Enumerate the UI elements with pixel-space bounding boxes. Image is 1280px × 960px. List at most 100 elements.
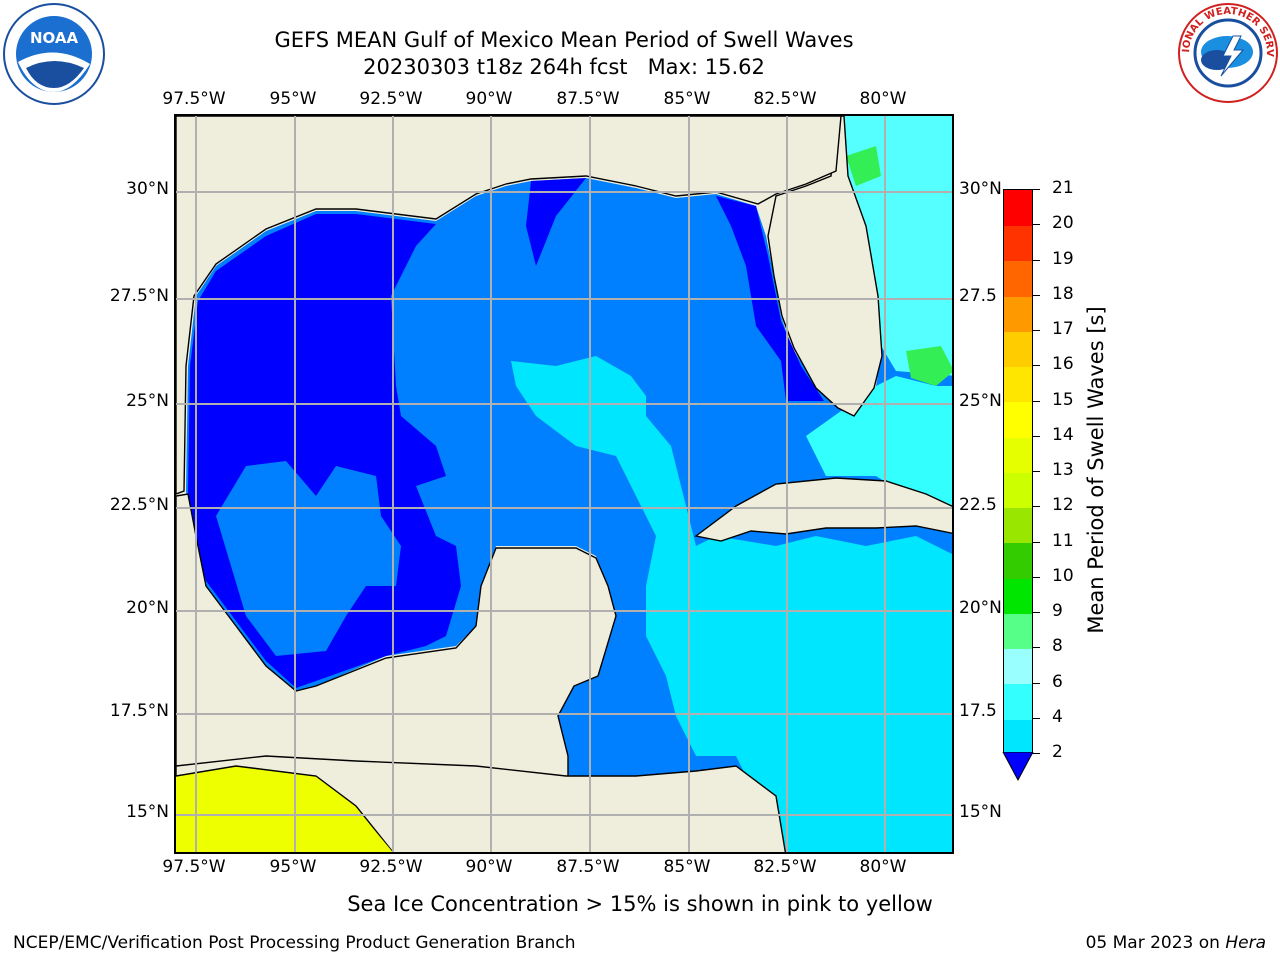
colorbar-segment	[1004, 577, 1032, 614]
colorbar-segment	[1004, 718, 1032, 752]
colorbar-tick-mark	[1032, 330, 1040, 331]
colorbar-tick-label: 2	[1052, 742, 1063, 762]
lat-tick-label: 27.5	[959, 286, 997, 306]
lat-tick-label: 15°N	[126, 802, 169, 822]
footer-producer: NCEP/EMC/Verification Post Processing Pr…	[13, 933, 576, 953]
lon-tick-label: 92.5°W	[359, 89, 423, 109]
lon-tick-label: 97.5°W	[162, 857, 226, 877]
swell-green-patch-2	[906, 346, 952, 386]
lat-tick-label: 22.5	[959, 495, 997, 515]
swell-cyan-straits	[806, 376, 952, 506]
colorbar-segment	[1004, 648, 1032, 685]
noaa-logo-text: NOAA	[30, 29, 79, 47]
sea-ice-note: Sea Ice Concentration > 15% is shown in …	[0, 891, 1280, 917]
nws-logo: NATIONAL WEATHER SERVICE	[1177, 2, 1278, 103]
colorbar-tick-mark	[1032, 435, 1040, 437]
low-period-east-gulf	[526, 178, 586, 266]
colorbar-tick-mark	[1032, 294, 1040, 296]
land-cuba	[694, 477, 952, 542]
colorbar-segment	[1004, 295, 1032, 332]
lon-tick-label: 85°W	[663, 857, 711, 877]
colorbar-title: Mean Period of Swell Waves [s]	[1084, 306, 1108, 634]
swell-cyan-atlantic	[844, 116, 952, 376]
colorbar-tick-label: 6	[1052, 671, 1063, 692]
colorbar-segment	[1004, 613, 1032, 649]
colorbar-segment	[1004, 436, 1032, 473]
lat-tick-label: 20°N	[959, 598, 1002, 618]
footer-date-text: 05 Mar 2023 on	[1085, 933, 1220, 953]
colorbar-tick-mark	[1032, 647, 1040, 649]
colorbar-tick-mark	[1032, 471, 1040, 472]
colorbar-tick-label: 13	[1052, 460, 1074, 480]
swell-cyan-central	[511, 356, 952, 852]
lon-tick-label: 82.5°W	[753, 857, 817, 877]
lon-tick-label: 80°W	[859, 857, 907, 877]
lat-tick-label: 30°N	[126, 179, 169, 199]
colorbar-tick-label: 9	[1052, 601, 1063, 621]
colorbar-segment	[1004, 366, 1032, 403]
colorbar-tick-mark	[1032, 753, 1040, 754]
map-panel	[174, 114, 954, 854]
colorbar-tick-label: 15	[1052, 389, 1074, 410]
lat-tick-label: 27.5°N	[109, 286, 169, 306]
lat-tick-label: 17.5	[959, 701, 997, 721]
colorbar-segment	[1004, 401, 1032, 438]
lon-tick-label: 87.5°W	[556, 89, 620, 109]
lon-tick-label: 92.5°W	[359, 857, 423, 877]
colorbar-segment	[1004, 507, 1032, 544]
footer-date: 05 Mar 2023 on Hera	[1086, 933, 1266, 953]
lon-tick-label: 97.5°W	[162, 89, 226, 109]
colorbar-tick-label: 10	[1052, 565, 1074, 586]
map-gridlines	[176, 116, 952, 852]
land-central-america	[176, 755, 787, 852]
mid-period-west	[216, 461, 401, 656]
colorbar-tick-label: 11	[1052, 530, 1074, 551]
lat-tick-label: 15°N	[959, 802, 1002, 822]
lon-tick-label: 90°W	[465, 857, 513, 877]
colorbar-tick-label: 16	[1052, 354, 1074, 375]
colorbar-tick-mark	[1032, 506, 1040, 508]
colorbar-tick-mark	[1032, 717, 1040, 719]
colorbar-tick-label: 18	[1052, 283, 1074, 304]
colorbar-segment	[1004, 472, 1032, 508]
colorbar-tick-label: 12	[1052, 495, 1074, 516]
colorbar-segment	[1004, 683, 1032, 720]
lon-tick-label: 90°W	[465, 89, 513, 109]
chart-subtitle: 20230303 t18z 264h fcst Max: 15.62	[363, 55, 765, 79]
lon-tick-label: 87.5°W	[556, 857, 620, 877]
colorbar-tick-mark	[1032, 224, 1040, 226]
colorbar-tick-mark	[1032, 576, 1040, 578]
lat-tick-label: 20°N	[126, 598, 169, 618]
footer-machine: Hera	[1225, 933, 1266, 953]
colorbar-tick-mark	[1032, 682, 1040, 684]
lat-tick-label: 22.5°N	[109, 495, 169, 515]
lon-tick-label: 82.5°W	[753, 89, 817, 109]
colorbar-tick-label: 20	[1052, 213, 1074, 234]
lon-tick-label: 95°W	[269, 857, 317, 877]
colorbar-tick-mark	[1032, 259, 1040, 261]
colorbar-segment	[1004, 260, 1032, 297]
chart-title: GEFS MEAN Gulf of Mexico Mean Period of …	[274, 28, 854, 52]
lon-tick-label: 80°W	[859, 89, 907, 109]
colorbar-tick-label: 8	[1052, 636, 1063, 657]
colorbar-under-arrow	[1002, 752, 1034, 782]
colorbar-tick-label: 19	[1052, 248, 1074, 269]
map-canvas	[176, 116, 952, 852]
colorbar-segment	[1004, 225, 1032, 262]
colorbar-tick-label: 17	[1052, 319, 1074, 339]
colorbar-tick-mark	[1032, 400, 1040, 402]
colorbar	[1003, 189, 1033, 753]
colorbar-tick-label: 4	[1052, 706, 1063, 727]
colorbar-tick-mark	[1032, 541, 1040, 543]
lon-tick-label: 95°W	[269, 89, 317, 109]
colorbar-tick-label: 14	[1052, 424, 1074, 445]
colorbar-tick-mark	[1032, 365, 1040, 367]
swell-green-patch-1	[846, 146, 881, 186]
pacific-high-period-overlay	[176, 768, 393, 852]
colorbar-tick-mark	[1032, 189, 1040, 190]
lon-tick-label: 85°W	[663, 89, 711, 109]
colorbar-tick-label: 21	[1052, 178, 1074, 198]
noaa-logo: NOAA	[3, 3, 105, 105]
lat-tick-label: 30°N	[959, 179, 1002, 199]
lat-tick-label: 25°N	[126, 391, 169, 411]
